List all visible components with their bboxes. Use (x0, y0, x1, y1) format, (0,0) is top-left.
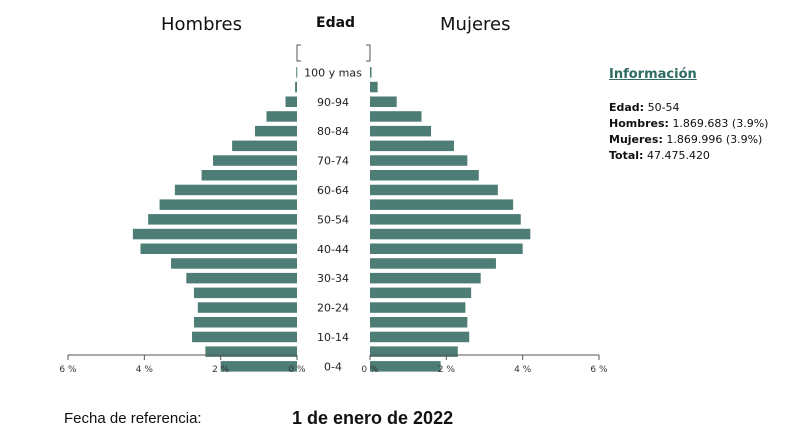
bar-mujeres-55-59[interactable] (370, 199, 514, 210)
bar-mujeres-40-44[interactable] (370, 243, 523, 255)
axis-tick-label-left: 6 % (59, 365, 77, 375)
info-hombres-value: 1.869.683 (3.9%) (672, 117, 769, 130)
age-label-70-74: 70-74 (317, 155, 349, 168)
bar-hombres-55-59[interactable] (159, 199, 297, 210)
bar-mujeres-25-29[interactable] (370, 287, 472, 299)
bar-hombres-35-39[interactable] (171, 258, 297, 269)
bar-hombres-0-4[interactable] (220, 361, 297, 372)
bar-hombres-80-84[interactable] (255, 125, 297, 137)
bar-mujeres-20-24[interactable] (370, 302, 466, 313)
info-mujeres: Mujeres: 1.869.996 (3.9%) (609, 133, 762, 146)
bar-mujeres-0-4[interactable] (370, 361, 441, 372)
reference-date: 1 de enero de 2022 (292, 408, 454, 428)
info-total-label: Total: (609, 149, 644, 162)
bar-mujeres-15-19[interactable] (370, 317, 468, 328)
age-label-10-14: 10-14 (317, 331, 349, 344)
hombres-bars (132, 67, 298, 372)
age-label-40-44: 40-44 (317, 243, 349, 256)
bar-hombres-45-49[interactable] (132, 228, 297, 240)
bar-hombres-65-69[interactable] (201, 170, 297, 181)
bar-hombres-75-79[interactable] (232, 140, 297, 152)
bar-hombres-20-24[interactable] (197, 302, 297, 313)
age-label-30-34: 30-34 (317, 272, 349, 285)
age-label-60-64: 60-64 (317, 184, 349, 197)
bar-hombres-10-14[interactable] (192, 331, 297, 343)
bar-mujeres-100-y-mas[interactable] (370, 67, 372, 78)
bar-mujeres-65-69[interactable] (370, 170, 479, 181)
mujeres-header: Mujeres (440, 14, 511, 35)
axis-tick-label-left: 2 % (212, 365, 230, 375)
bar-hombres-85-89[interactable] (266, 111, 297, 122)
info-total: Total: 47.475.420 (609, 149, 710, 162)
age-label-20-24: 20-24 (317, 302, 349, 315)
bar-mujeres-60-64[interactable] (370, 184, 498, 196)
bar-mujeres-95-99[interactable] (370, 81, 378, 93)
bar-hombres-90-94[interactable] (285, 96, 297, 108)
axis-tick-label-right: 6 % (590, 365, 608, 375)
bar-hombres-40-44[interactable] (140, 243, 297, 255)
age-label-80-84: 80-84 (317, 125, 349, 138)
bar-hombres-25-29[interactable] (193, 287, 297, 299)
bar-hombres-70-74[interactable] (213, 155, 297, 166)
bar-hombres-100-y-mas[interactable] (296, 67, 298, 78)
bar-mujeres-75-79[interactable] (370, 140, 454, 152)
age-labels: 100 y mas 90-94 80-84 70-74 60-64 50-54 40-44 3… (296, 44, 371, 373)
bar-hombres-5-9[interactable] (205, 346, 297, 357)
age-label-100-y-mas: 100 y mas (304, 66, 362, 79)
axis-tick-label-left: 4 % (136, 365, 154, 375)
bar-mujeres-50-54[interactable] (370, 214, 521, 225)
bar-hombres-15-19[interactable] (193, 317, 297, 328)
axis-tick-label-right: 2 % (438, 365, 456, 375)
age-label-0-4: 0-4 (324, 360, 342, 373)
x-axes: 6 % 4 % 2 % 0 % 0 % 2 % 4 % 6 % (59, 354, 608, 375)
bar-mujeres-30-34[interactable] (370, 272, 481, 284)
info-edad-value: 50-54 (647, 101, 680, 114)
bar-mujeres-45-49[interactable] (370, 228, 531, 240)
info-hombres: Hombres: 1.869.683 (3.9%) (609, 117, 768, 130)
edad-header: Edad (316, 15, 356, 31)
age-label-90-94: 90-94 (317, 96, 349, 109)
info-edad: Edad: 50-54 (609, 101, 680, 114)
reference-label: Fecha de referencia: (64, 410, 202, 427)
info-mujeres-label: Mujeres: (609, 133, 663, 146)
bar-hombres-30-34[interactable] (186, 272, 297, 284)
bar-hombres-95-99[interactable] (295, 81, 297, 93)
bar-mujeres-10-14[interactable] (370, 331, 470, 343)
bar-mujeres-85-89[interactable] (370, 111, 422, 122)
info-title[interactable]: Información (609, 67, 697, 82)
axis-tick-label-left: 0 % (288, 365, 306, 375)
bar-mujeres-5-9[interactable] (370, 346, 458, 357)
bar-mujeres-90-94[interactable] (370, 96, 397, 108)
mujeres-bars (370, 67, 531, 372)
axis-tick-label-right: 0 % (361, 365, 379, 375)
bar-hombres-50-54[interactable] (148, 214, 297, 225)
info-edad-label: Edad: (609, 101, 645, 114)
bar-mujeres-70-74[interactable] (370, 155, 468, 166)
age-label-50-54: 50-54 (317, 213, 349, 226)
highlight-bracket (296, 44, 371, 62)
info-total-value: 47.475.420 (646, 149, 710, 162)
axis-tick-label-right: 4 % (514, 365, 532, 375)
info-mujeres-value: 1.869.996 (3.9%) (666, 133, 763, 146)
bar-mujeres-80-84[interactable] (370, 125, 432, 137)
bar-mujeres-35-39[interactable] (370, 258, 496, 269)
info-hombres-label: Hombres: (609, 117, 669, 130)
hombres-header: Hombres (161, 14, 242, 35)
bar-hombres-60-64[interactable] (174, 184, 297, 196)
